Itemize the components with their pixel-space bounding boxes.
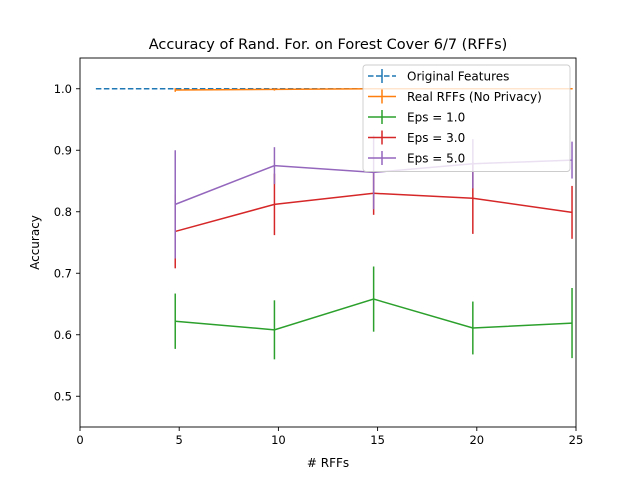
legend-label: Real RFFs (No Privacy): [407, 90, 542, 104]
x-tick-label: 0: [76, 433, 83, 447]
x-axis-label: # RFFs: [307, 456, 349, 470]
legend-label: Original Features: [407, 70, 509, 84]
plot-frame: [79, 57, 577, 428]
legend-item: Eps = 5.0: [368, 151, 465, 166]
series-2: [174, 266, 573, 360]
y-tick-label: 0.8: [54, 205, 72, 219]
legend-label: Eps = 5.0: [407, 152, 465, 166]
legend-item: Eps = 1.0: [368, 110, 465, 125]
y-tick-label: 1.0: [54, 82, 72, 96]
y-tick-label: 0.7: [54, 266, 72, 280]
series-line: [175, 298, 573, 331]
legend-item: Eps = 3.0: [368, 130, 465, 145]
legend-item: Original Features: [368, 69, 509, 84]
y-tick-label: 0.6: [54, 328, 72, 342]
legend-label: Eps = 3.0: [407, 131, 465, 145]
legend-label: Eps = 1.0: [407, 111, 465, 125]
y-axis-label: Accuracy: [28, 215, 42, 270]
legend-box: [362, 64, 571, 172]
legend-item: Real RFFs (No Privacy): [368, 89, 542, 104]
legend: Original Features Real RFFs (No Privacy) E…: [362, 64, 571, 172]
x-tick-label: 25: [569, 433, 584, 447]
chart-title: Accuracy of Rand. For. on Forest Cover 6…: [149, 37, 508, 53]
y-tick-label: 0.9: [54, 143, 72, 157]
x-tick-label: 20: [469, 433, 484, 447]
x-tick-label: 15: [370, 433, 385, 447]
axes-layer: 0 5 10 15 20 25 0.5 0.6 0.7 0.8 0.9 1.0: [54, 82, 584, 447]
y-tick-label: 0.5: [54, 389, 72, 403]
x-tick-label: 5: [176, 433, 183, 447]
x-tick-label: 10: [271, 433, 286, 447]
